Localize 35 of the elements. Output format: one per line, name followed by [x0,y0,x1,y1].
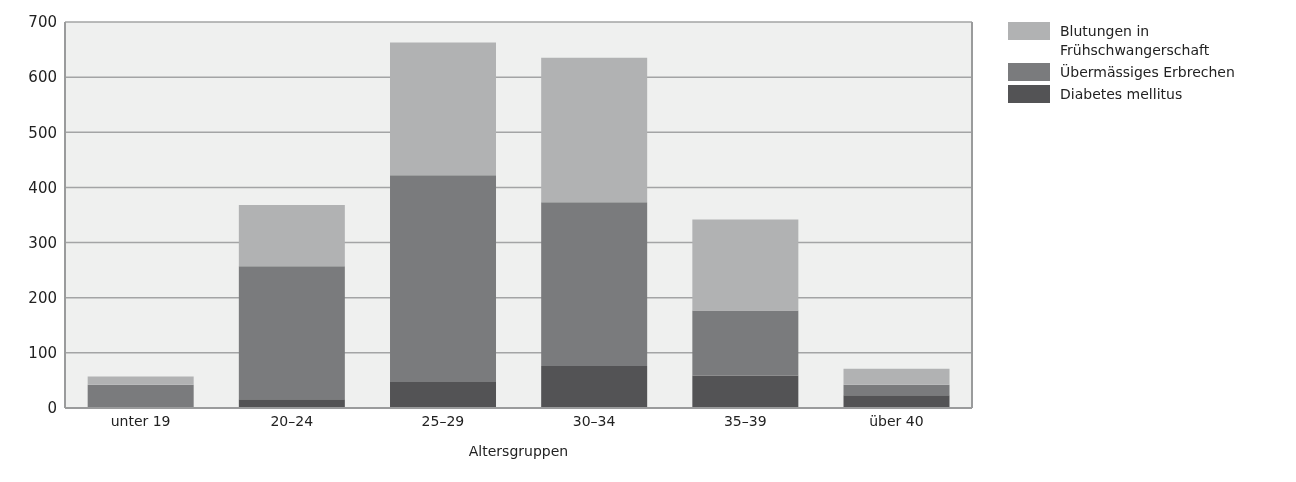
bar [692,219,799,311]
bar [541,366,648,408]
legend-label: Diabetes mellitus [1060,85,1184,104]
bar [843,384,950,396]
bar [541,202,648,367]
bar [390,175,497,383]
y-tick-label: 700 [28,13,57,32]
y-tick-label: 100 [28,344,57,363]
y-tick-label: 300 [28,233,57,252]
x-tick-label: 25–29 [421,412,465,429]
x-tick-label: 30–34 [572,412,616,429]
y-tick-label: 400 [28,178,57,197]
x-axis-title: Altersgruppen [468,443,569,459]
bar [390,382,497,408]
y-tick-label: 200 [28,289,57,308]
bar [843,368,950,385]
x-tick-label: 35–39 [723,412,767,429]
bar [390,42,497,176]
x-tick-label: 20–24 [270,412,314,429]
bar [692,375,799,408]
legend-label: Übermässiges Erbrechen [1060,63,1236,82]
y-tick-label: 500 [28,123,57,142]
bar [87,376,194,385]
y-tick-label: 600 [28,68,57,87]
x-tick-label: unter 19 [110,412,171,429]
x-tick-label: über 40 [869,412,924,429]
bar [843,395,950,408]
bar [238,399,345,408]
bar [238,205,345,267]
bar [87,384,194,408]
y-tick-label: 0 [47,399,57,418]
bar [238,266,345,400]
bar [692,310,799,376]
bar [541,57,648,203]
legend-label: Blutungen in Frühschwangerschaft [1060,22,1211,60]
